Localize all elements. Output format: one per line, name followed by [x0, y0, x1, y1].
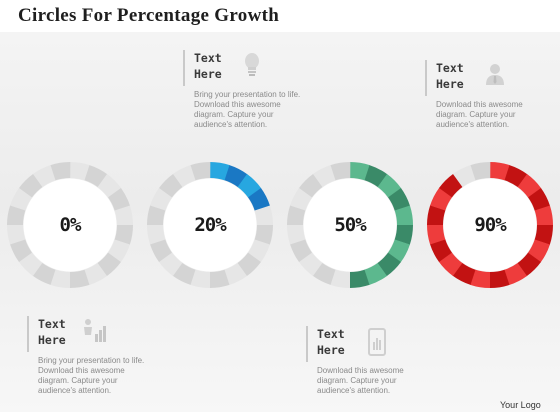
ring-segment-track [19, 173, 43, 198]
ring-segment-track [147, 205, 166, 225]
ring-segment-track [298, 252, 323, 276]
ring-segment-filled [427, 224, 446, 245]
percentage-label: 50% [334, 214, 366, 236]
ring-segment-track [254, 225, 273, 245]
progress-ring-0: 0% [6, 161, 134, 289]
ring-segment-filled [210, 162, 230, 181]
ring-segment-track [299, 173, 323, 198]
ring-segment-track [158, 252, 183, 276]
callout-divider [425, 60, 427, 96]
ring-segment-track [147, 224, 166, 245]
ring-segment-filled [427, 205, 446, 225]
ring-segment-track [452, 164, 476, 187]
bulb-icon [245, 53, 259, 76]
callout-body: Download this awesome diagram. Capture y… [436, 100, 523, 129]
ring-segment-track [159, 173, 183, 198]
callout-divider [306, 326, 308, 362]
callout-heading: Text Here [436, 61, 464, 91]
ring-center [443, 178, 537, 272]
progress-ring-90: 90% [426, 161, 554, 289]
ring-segment-track [7, 224, 26, 245]
ring-segment-track [18, 252, 43, 276]
ring-segment-filled [470, 269, 490, 288]
ring-segment-track [32, 164, 56, 187]
ring-segment-filled [489, 269, 510, 288]
logo-placeholder: Your Logo [500, 400, 541, 410]
callout-heading: Text Here [38, 317, 66, 347]
percentage-label: 0% [59, 214, 82, 236]
ring-segment-filled [377, 174, 402, 198]
ring-segment-filled [534, 205, 553, 226]
ring-segment-track [330, 269, 350, 288]
person-icon [486, 64, 504, 85]
callout-body: Bring your presentation to life. Downloa… [194, 90, 301, 129]
ring-segment-filled [490, 162, 510, 181]
ring-center [303, 178, 397, 272]
ring-segment-filled [349, 269, 370, 288]
callout-heading: Text Here [194, 51, 222, 81]
ring-segment-filled [429, 239, 452, 263]
ring-segment-track [254, 205, 273, 226]
ring-segment-filled [237, 174, 262, 198]
ring-segment-track [287, 205, 306, 225]
ring-segment-track [9, 239, 32, 263]
ring-segment-filled [517, 252, 541, 277]
ring-graphic [7, 162, 133, 288]
ring-segment-track [70, 162, 90, 181]
ring-segment-track [50, 269, 70, 288]
ring-segment-filled [528, 187, 551, 211]
callout-heading: Text Here [317, 327, 345, 357]
callout-body: Bring your presentation to life. Downloa… [38, 356, 145, 395]
phone-chart-icon [368, 328, 386, 356]
callout-divider [27, 316, 29, 352]
ring-segment-track [190, 162, 211, 181]
ring-segment-track [209, 269, 230, 288]
ring-segment-track [84, 263, 108, 286]
ring-segment-track [97, 174, 122, 198]
ring-center [163, 178, 257, 272]
callout-body: Download this awesome diagram. Capture y… [317, 366, 404, 395]
ring-segment-track [289, 239, 312, 263]
progress-ring-50: 50% [286, 161, 414, 289]
ring-graphic [147, 162, 273, 288]
callout-divider [183, 50, 185, 86]
ring-segment-filled [248, 187, 271, 211]
ring-segment-track [224, 263, 248, 286]
ring-graphic [287, 162, 413, 288]
ring-segment-filled [439, 173, 463, 198]
ring-segment-track [149, 239, 172, 263]
ring-segment-track [97, 252, 121, 277]
ring-segment-track [287, 224, 306, 245]
ring-segment-track [172, 164, 196, 187]
ring-segment-track [7, 205, 26, 225]
ring-segment-track [237, 252, 261, 277]
ring-segment-filled [364, 263, 388, 286]
ring-segment-track [470, 162, 491, 181]
percentage-label: 20% [194, 214, 226, 236]
ring-segment-filled [517, 174, 542, 198]
ring-segment-filled [394, 225, 413, 245]
ring-segment-filled [394, 205, 413, 226]
ring-center [23, 178, 117, 272]
ring-segment-filled [534, 225, 553, 245]
ring-segment-filled [377, 252, 401, 277]
progress-ring-20: 20% [146, 161, 274, 289]
percentage-label: 90% [474, 214, 506, 236]
ring-segment-track [312, 164, 336, 187]
page-title: Circles For Percentage Growth [18, 5, 280, 26]
ring-segment-filled [504, 263, 528, 286]
ring-segment-track [108, 187, 131, 211]
ring-segment-track [190, 269, 210, 288]
ring-segment-track [69, 269, 90, 288]
ring-segment-filled [438, 252, 463, 276]
ring-graphic [427, 162, 553, 288]
ring-segment-track [114, 205, 133, 226]
ring-segment-track [330, 162, 351, 181]
growth-icon [84, 319, 106, 342]
ring-segment-track [50, 162, 71, 181]
ring-segment-track [114, 225, 133, 245]
ring-segment-filled [388, 187, 411, 211]
ring-segment-filled [350, 162, 370, 181]
